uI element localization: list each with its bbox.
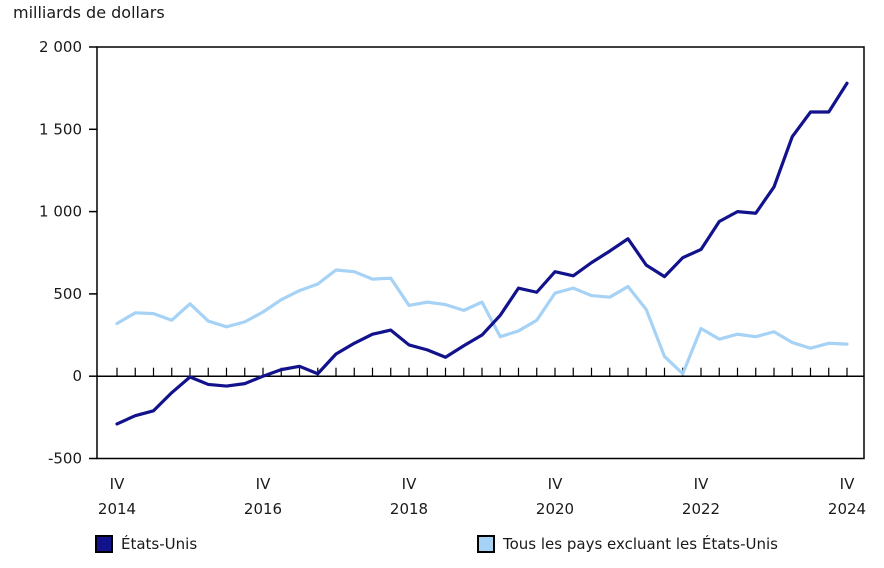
y-axis-label: 1 000 <box>39 203 82 221</box>
x-axis-year-label: 2018 <box>390 500 428 518</box>
chart-title: milliards de dollars <box>13 3 165 22</box>
x-axis-year-label: 2014 <box>98 500 136 518</box>
x-axis-quarter-label: IV <box>402 475 417 493</box>
series-line-others <box>115 268 849 376</box>
x-axis-year-label: 2020 <box>536 500 574 518</box>
plot-border <box>96 46 865 460</box>
y-axis-label: -500 <box>48 450 82 468</box>
y-axis-label: 1 500 <box>39 120 82 138</box>
x-axis-year-label: 2016 <box>244 500 282 518</box>
x-axis-quarter-label: IV <box>840 475 855 493</box>
x-axis-quarter-label: IV <box>548 475 563 493</box>
us-legend-label: États-Unis <box>121 535 198 553</box>
series-line-us <box>115 81 849 426</box>
line-chart: 2 000 1 500 1 000 500 0 -500 IV 2014 IV 2016 IV 201… <box>39 38 866 518</box>
x-axis-quarter-label: IV <box>694 475 709 493</box>
chart-legend: États-Unis Tous les pays excluant les Ét… <box>0 535 884 555</box>
x-axis-year-label: 2022 <box>682 500 720 518</box>
legend-item-others: Tous les pays excluant les États-Unis <box>477 535 778 553</box>
y-axis-label: 0 <box>72 367 82 385</box>
y-axis-label: 2 000 <box>39 38 82 56</box>
x-axis-year-label: 2024 <box>828 500 866 518</box>
others-legend-label: Tous les pays excluant les États-Unis <box>503 535 778 553</box>
x-axis-quarter-label: IV <box>256 475 271 493</box>
x-axis-quarter-label: IV <box>110 475 125 493</box>
y-axis-label: 500 <box>53 285 82 303</box>
us-legend-swatch <box>95 535 113 553</box>
legend-item-us: États-Unis <box>95 535 197 553</box>
others-legend-swatch <box>477 535 495 553</box>
